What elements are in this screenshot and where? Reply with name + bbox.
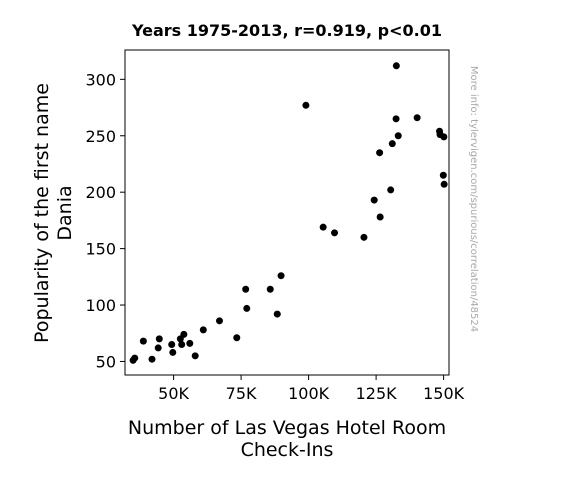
data-point — [233, 334, 241, 342]
data-point — [394, 132, 402, 140]
y-tick-label: 150 — [85, 240, 116, 259]
data-point — [216, 317, 223, 325]
x-tick-label: 75K — [226, 384, 257, 403]
y-tick-label: 50 — [96, 352, 116, 371]
data-point — [370, 196, 378, 204]
data-point — [168, 341, 176, 349]
y-tick-label: 300 — [85, 70, 116, 89]
data-point — [131, 354, 139, 362]
y-axis-title-line-2: Dania — [54, 185, 76, 240]
data-point — [186, 339, 194, 347]
data-point — [439, 171, 447, 179]
data-point — [178, 341, 186, 349]
data-point — [319, 223, 327, 231]
x-tick-label: 150K — [423, 384, 465, 403]
y-tick-label: 100 — [85, 296, 116, 315]
data-point — [273, 310, 281, 318]
y-axis-title-line-1: Popularity of the first name — [31, 83, 53, 343]
data-point — [266, 285, 274, 293]
x-axis-title-line-2: Check-Ins — [241, 439, 334, 461]
data-point — [376, 149, 384, 157]
data-points — [129, 62, 448, 364]
data-point — [148, 355, 156, 363]
data-point — [180, 330, 188, 338]
chart-title: Years 1975-2013, r=0.919, p<0.01 — [131, 21, 442, 40]
data-point — [139, 337, 147, 345]
plot-area-frame — [124, 49, 450, 376]
y-tick-label: 200 — [85, 183, 116, 202]
data-point — [387, 186, 395, 194]
data-point — [199, 326, 207, 334]
x-axis: 50K 75K 100K 125K 150K — [158, 375, 465, 403]
x-tick-label: 50K — [158, 384, 189, 403]
data-point — [440, 133, 448, 141]
y-tick-label: 250 — [85, 127, 116, 146]
x-tick-label: 125K — [356, 384, 398, 403]
y-axis: 50 100 150 200 250 300 — [85, 70, 125, 371]
data-point — [392, 115, 400, 123]
x-tick-label: 100K — [288, 384, 330, 403]
data-point — [169, 348, 177, 356]
data-point — [376, 213, 384, 221]
data-point — [388, 140, 396, 148]
data-point — [392, 62, 400, 70]
data-point — [302, 101, 310, 109]
data-point — [413, 114, 421, 122]
data-point — [243, 304, 251, 312]
data-point — [331, 229, 339, 237]
data-point — [440, 180, 448, 188]
data-point — [154, 344, 162, 352]
data-point — [155, 335, 163, 343]
data-point — [191, 352, 199, 360]
data-point — [360, 233, 368, 241]
x-axis-title-line-1: Number of Las Vegas Hotel Room — [128, 417, 446, 439]
watermark-text: More info: tylervigen.com/spurious/corre… — [468, 66, 479, 332]
data-point — [242, 285, 250, 293]
data-point — [277, 272, 285, 280]
